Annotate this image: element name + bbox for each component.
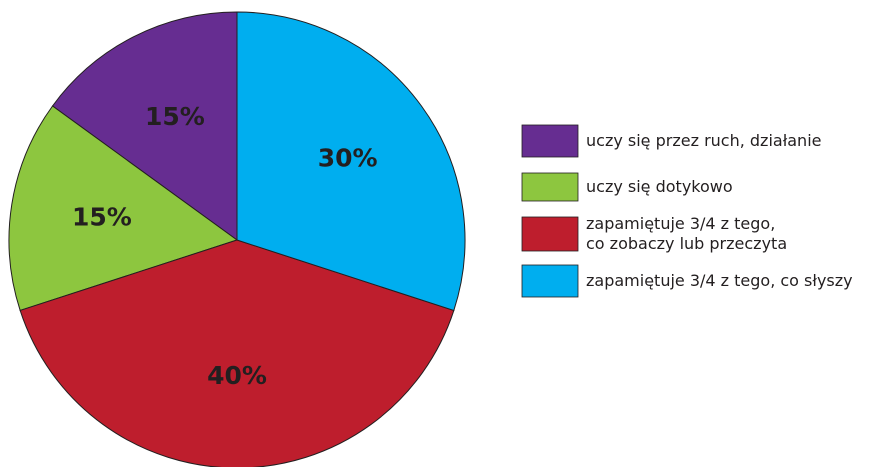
pie-slice — [8, 105, 239, 312]
legend-swatch — [521, 264, 579, 298]
value-label: 15% — [145, 102, 205, 131]
pie-slice — [51, 11, 238, 241]
legend-label: zapamiętuje 3/4 z tego, co zobaczy lub pr… — [586, 214, 787, 253]
legend-swatch — [521, 172, 579, 202]
pie-slice — [236, 11, 466, 312]
value-label: 40% — [207, 361, 267, 390]
legend-swatch — [521, 124, 579, 158]
pie-slice — [19, 239, 455, 467]
value-label: 15% — [72, 203, 132, 232]
value-label: 30% — [318, 144, 378, 173]
legend-label: uczy się dotykowo — [586, 177, 733, 196]
legend-label: uczy się przez ruch, działanie — [586, 131, 821, 150]
legend-swatch — [521, 216, 579, 252]
legend-label: zapamiętuje 3/4 z tego, co słyszy — [586, 271, 853, 290]
